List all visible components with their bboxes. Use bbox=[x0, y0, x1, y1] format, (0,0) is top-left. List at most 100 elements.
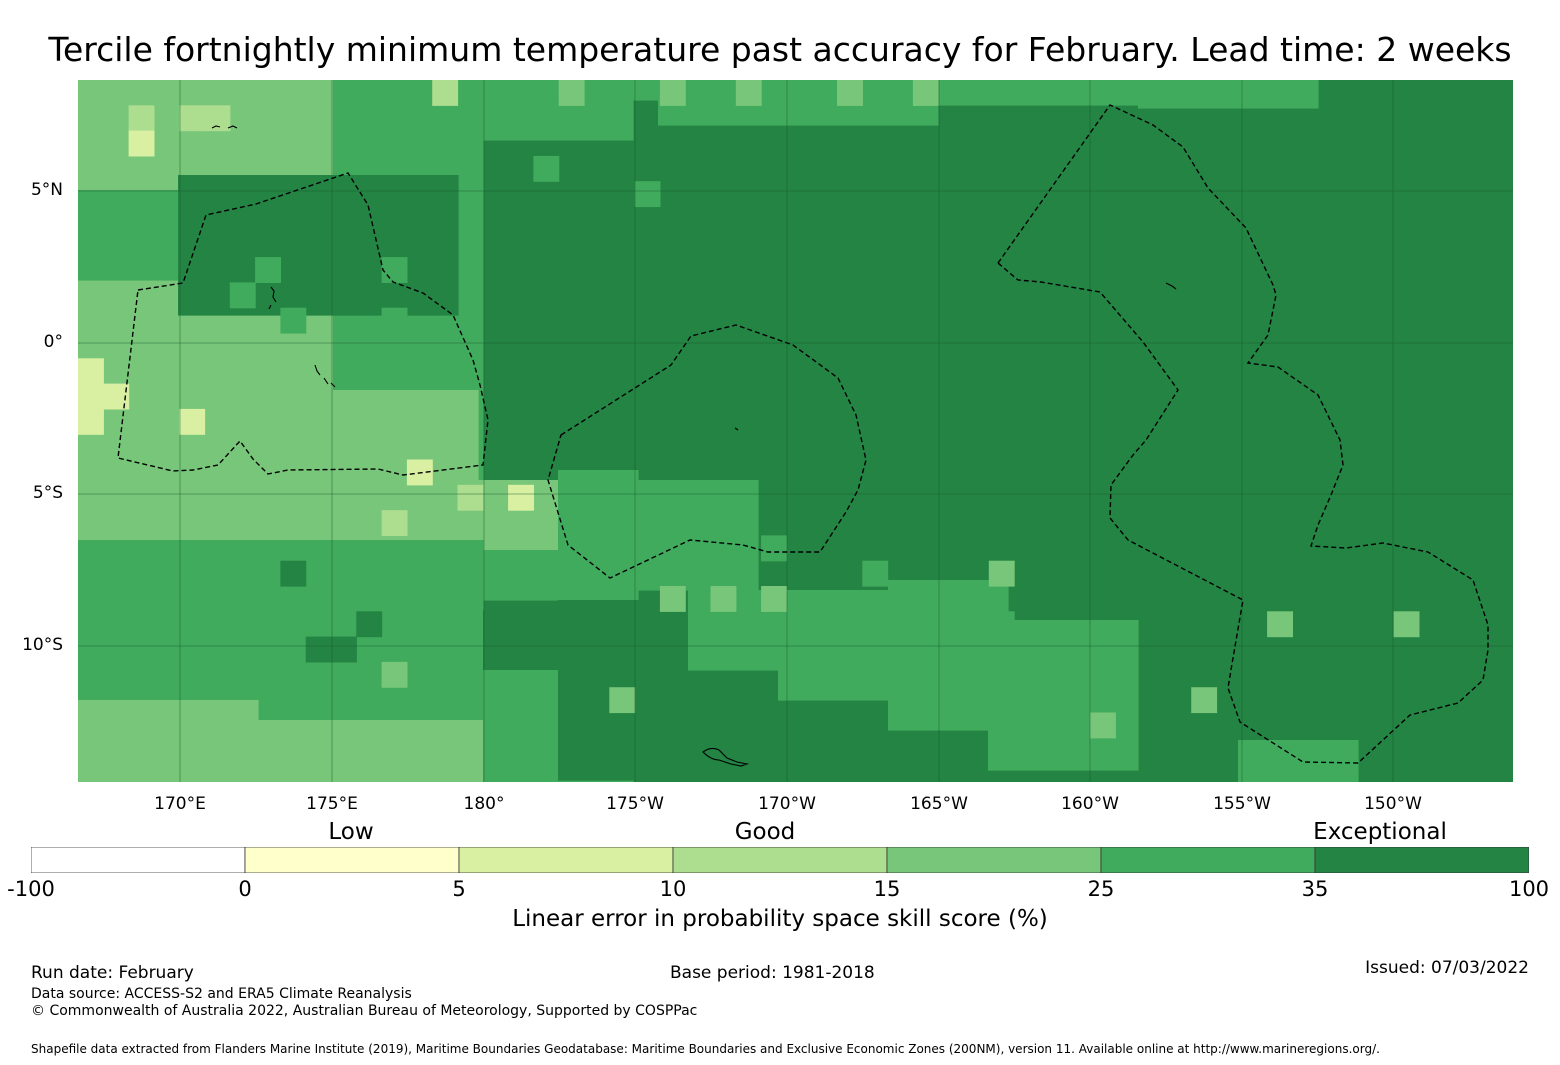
skill-cell bbox=[887, 611, 914, 638]
skill-cell bbox=[761, 586, 787, 612]
skill-cell bbox=[609, 687, 636, 714]
skill-cell bbox=[710, 586, 737, 612]
coastlines bbox=[211, 125, 1177, 767]
island bbox=[734, 427, 739, 431]
skill-cell bbox=[78, 358, 104, 385]
map-title: Tercile fortnightly minimum temperature … bbox=[48, 30, 1512, 69]
eez-boundary-kiribati-line bbox=[997, 104, 1489, 764]
skill-cell bbox=[761, 535, 787, 562]
skill-cell bbox=[988, 560, 1015, 587]
skill-cell bbox=[178, 390, 479, 481]
longitude-label: 170°W bbox=[758, 794, 816, 814]
skill-cell bbox=[153, 80, 180, 106]
longitude-label: 165°W bbox=[910, 794, 968, 814]
skill-cell bbox=[1090, 712, 1116, 739]
longitude-label: 155°W bbox=[1213, 794, 1271, 814]
colorbar bbox=[31, 847, 1529, 873]
skill-cell bbox=[258, 720, 484, 782]
longitude-label: 150°W bbox=[1364, 794, 1422, 814]
skill-cell bbox=[533, 155, 560, 182]
skill-cell bbox=[381, 257, 408, 283]
skill-cell bbox=[938, 80, 1149, 106]
colorbar-bin bbox=[1314, 847, 1529, 873]
colorbar-bin bbox=[672, 847, 888, 873]
colorbar-tick-label: -100 bbox=[7, 877, 55, 901]
skill-cell bbox=[778, 640, 889, 701]
longitude-label: 180° bbox=[463, 794, 505, 814]
skill-cell bbox=[179, 408, 206, 435]
island bbox=[314, 364, 336, 388]
skill-cell bbox=[735, 80, 762, 106]
skill-cell bbox=[356, 611, 383, 638]
skill-cell bbox=[862, 560, 889, 587]
skill-cell bbox=[1138, 80, 1319, 109]
latitude-label: 5°N bbox=[30, 180, 63, 200]
island bbox=[1165, 282, 1177, 290]
skill-cell bbox=[1191, 687, 1218, 714]
latitude-label: 0° bbox=[43, 332, 63, 352]
skill-cell bbox=[558, 470, 639, 601]
skill-cell bbox=[381, 510, 408, 536]
latitude-label: 10°S bbox=[22, 635, 63, 655]
longitude-label: 170°E bbox=[154, 794, 206, 814]
colorbar-bin bbox=[244, 847, 460, 873]
colorbar-bin bbox=[31, 847, 246, 873]
colorbar-bin bbox=[458, 847, 674, 873]
colorbar-tick-label: 25 bbox=[1087, 877, 1115, 901]
legend-category-exceptional: Exceptional bbox=[1313, 819, 1447, 845]
skill-cell bbox=[837, 80, 863, 106]
legend-category-good: Good bbox=[734, 819, 796, 845]
skill-cell bbox=[255, 257, 281, 283]
skill-cell bbox=[1267, 611, 1293, 638]
colorbar-bin bbox=[886, 847, 1102, 873]
data-source: Data source: ACCESS-S2 and ERA5 Climate … bbox=[31, 986, 412, 1002]
eez-boundaries bbox=[117, 104, 1489, 764]
skill-cell bbox=[381, 661, 408, 688]
island bbox=[702, 747, 750, 767]
island bbox=[211, 125, 238, 129]
skill-cell bbox=[558, 80, 585, 106]
skill-cell bbox=[229, 282, 256, 309]
skill-cell bbox=[305, 636, 332, 663]
skill-cell bbox=[659, 586, 686, 612]
skill-cells bbox=[78, 80, 1420, 782]
colorbar-tick-label: 0 bbox=[238, 877, 252, 901]
skill-cell bbox=[988, 620, 1139, 771]
base-period: Base period: 1981-2018 bbox=[670, 963, 875, 983]
skill-cell bbox=[1238, 740, 1359, 782]
colorbar-bin bbox=[1100, 847, 1316, 873]
skill-cell bbox=[432, 80, 459, 106]
colorbar-tick-label: 5 bbox=[452, 877, 466, 901]
skill-cell bbox=[659, 80, 686, 106]
island bbox=[268, 286, 277, 310]
skill-cell bbox=[658, 80, 939, 126]
longitude-label: 175°W bbox=[606, 794, 664, 814]
colorbar-title: Linear error in probability space skill … bbox=[512, 906, 1048, 932]
skill-cell bbox=[1393, 611, 1420, 638]
skill-cell bbox=[78, 408, 104, 435]
skill-cell bbox=[78, 383, 104, 410]
skill-cell bbox=[179, 105, 206, 132]
colorbar-tick-label: 100 bbox=[1508, 877, 1550, 901]
longitude-label: 160°W bbox=[1061, 794, 1119, 814]
skill-cell bbox=[178, 175, 459, 316]
issued-date: Issued: 07/03/2022 bbox=[1365, 958, 1529, 978]
skill-cell bbox=[128, 105, 155, 132]
skill-cell bbox=[204, 105, 231, 132]
skill-cell bbox=[634, 181, 661, 208]
skill-cell bbox=[128, 130, 155, 157]
longitude-label: 175°E bbox=[306, 794, 358, 814]
skill-cell bbox=[988, 611, 1015, 638]
skill-cell bbox=[457, 484, 484, 511]
skill-cell bbox=[508, 484, 534, 511]
colorbar-tick-label: 10 bbox=[659, 877, 687, 901]
skill-cell bbox=[912, 80, 939, 106]
eez-boundary-tokelau bbox=[547, 324, 867, 579]
eez-boundary-kiribati-gilberts bbox=[117, 172, 489, 476]
latitude-label: 5°S bbox=[32, 483, 63, 503]
skill-cell bbox=[78, 700, 259, 782]
skill-cell bbox=[280, 560, 307, 587]
graticule bbox=[78, 80, 1513, 782]
skill-cell bbox=[78, 480, 484, 541]
run-date: Run date: February bbox=[31, 963, 194, 983]
